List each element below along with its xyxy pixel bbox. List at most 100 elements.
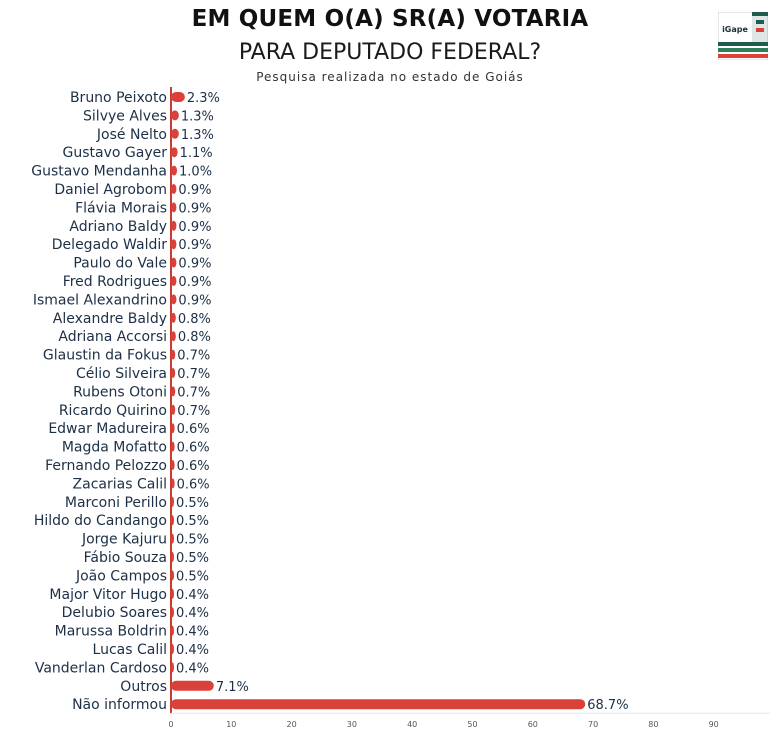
data-label: 0.9% bbox=[178, 183, 211, 198]
x-tick-label: 30 bbox=[347, 720, 357, 729]
logo-text: iGape bbox=[722, 25, 748, 34]
category-label: Rubens Otoni bbox=[73, 384, 167, 400]
bar bbox=[171, 312, 176, 323]
bar bbox=[171, 165, 178, 176]
data-label: 0.4% bbox=[176, 606, 209, 621]
bar bbox=[171, 110, 179, 121]
category-label: Paulo do Vale bbox=[73, 256, 167, 272]
category-label: Silvye Alves bbox=[83, 108, 167, 124]
category-label: Jorge Kajuru bbox=[81, 532, 167, 548]
bar bbox=[171, 699, 586, 710]
x-tick-label: 0 bbox=[168, 720, 173, 729]
category-label: Major Vitor Hugo bbox=[49, 587, 167, 603]
category-label: Não informou bbox=[72, 697, 167, 713]
bar bbox=[171, 386, 176, 397]
x-tick-label: 70 bbox=[588, 720, 598, 729]
data-label: 0.9% bbox=[178, 293, 211, 308]
category-label: Marconi Perillo bbox=[65, 495, 167, 511]
data-label: 7.1% bbox=[216, 680, 249, 695]
bar bbox=[171, 588, 174, 599]
bar bbox=[171, 533, 175, 544]
data-label: 0.6% bbox=[177, 422, 210, 437]
bar bbox=[171, 220, 177, 231]
category-label: Gustavo Gayer bbox=[63, 145, 168, 161]
bar bbox=[171, 460, 175, 470]
data-label: 0.5% bbox=[176, 514, 209, 529]
category-label: Lucas Calil bbox=[93, 642, 167, 658]
data-label: 0.9% bbox=[178, 220, 211, 235]
chart-title: EM QUEM O(A) SR(A) VOTARIA bbox=[191, 6, 589, 32]
category-label: Adriana Accorsi bbox=[58, 329, 167, 345]
data-label: 0.6% bbox=[177, 441, 210, 456]
bar bbox=[171, 607, 174, 618]
category-label: Ricardo Quirino bbox=[59, 403, 167, 419]
x-tick-label: 90 bbox=[709, 720, 719, 729]
data-label: 0.8% bbox=[178, 312, 211, 327]
data-label: 2.3% bbox=[187, 91, 220, 106]
bar bbox=[171, 423, 175, 434]
category-label: Fernando Pelozzo bbox=[45, 458, 167, 474]
category-label: Bruno Peixoto bbox=[70, 90, 167, 106]
data-label: 0.4% bbox=[176, 643, 209, 658]
data-label: 0.5% bbox=[176, 533, 209, 548]
category-label: Delubio Soares bbox=[62, 605, 167, 621]
bar bbox=[171, 276, 177, 286]
category-label: Flávia Morais bbox=[75, 200, 167, 216]
data-label: 0.6% bbox=[177, 459, 210, 474]
data-label: 0.9% bbox=[178, 201, 211, 216]
bar bbox=[171, 662, 174, 673]
data-label: 0.5% bbox=[176, 551, 209, 566]
category-label: Outros bbox=[120, 679, 167, 695]
data-label: 0.7% bbox=[177, 367, 210, 382]
category-label: Delegado Waldir bbox=[52, 237, 167, 253]
category-label: Alexandre Baldy bbox=[53, 311, 167, 327]
category-label: João Campos bbox=[75, 568, 167, 584]
logo-graphic bbox=[718, 12, 768, 60]
category-label: Vanderlan Cardoso bbox=[35, 660, 167, 676]
x-tick-label: 50 bbox=[467, 720, 477, 729]
category-label: Hildo do Candango bbox=[34, 513, 167, 529]
bar bbox=[171, 128, 179, 139]
data-label: 0.5% bbox=[176, 569, 209, 584]
bar bbox=[171, 478, 175, 489]
data-label: 0.9% bbox=[178, 257, 211, 272]
category-label: Gustavo Mendanha bbox=[31, 164, 167, 180]
chart-title-line2: PARA DEPUTADO FEDERAL? bbox=[238, 40, 542, 65]
bar bbox=[171, 570, 175, 581]
x-tick-label: 80 bbox=[648, 720, 658, 729]
x-tick-label: 60 bbox=[528, 720, 538, 729]
data-label: 0.9% bbox=[178, 238, 211, 253]
category-label: Magda Mofatto bbox=[62, 440, 167, 456]
category-label: Adriano Baldy bbox=[69, 219, 167, 235]
bar bbox=[171, 368, 176, 378]
bar bbox=[171, 349, 176, 360]
bar bbox=[171, 147, 178, 158]
x-tick-label: 20 bbox=[287, 720, 297, 729]
bar bbox=[171, 92, 185, 102]
data-label: 0.9% bbox=[178, 275, 211, 290]
data-label: 0.7% bbox=[177, 404, 210, 419]
category-label: Daniel Agrobom bbox=[54, 182, 167, 198]
bar bbox=[171, 294, 177, 305]
data-label: 1.1% bbox=[180, 146, 213, 161]
bar bbox=[171, 239, 177, 250]
category-label: Fred Rodrigues bbox=[63, 274, 167, 290]
x-tick-label: 40 bbox=[407, 720, 417, 729]
bar bbox=[171, 680, 214, 691]
bar bbox=[171, 331, 176, 342]
chart-subtitle: Pesquisa realizada no estado de Goiás bbox=[256, 70, 524, 84]
category-label: Edwar Madureira bbox=[48, 421, 167, 437]
category-label: Marussa Boldrin bbox=[55, 624, 167, 640]
bar bbox=[171, 496, 175, 507]
data-label: 0.7% bbox=[177, 349, 210, 364]
bar bbox=[171, 515, 175, 526]
data-label: 0.4% bbox=[176, 588, 209, 603]
data-label: 0.7% bbox=[177, 385, 210, 400]
x-tick-label: 10 bbox=[226, 720, 236, 729]
data-label: 0.5% bbox=[176, 496, 209, 511]
bar bbox=[171, 552, 175, 562]
data-label: 1.0% bbox=[179, 165, 212, 180]
bar bbox=[171, 184, 177, 194]
category-label: José Nelto bbox=[96, 127, 167, 143]
